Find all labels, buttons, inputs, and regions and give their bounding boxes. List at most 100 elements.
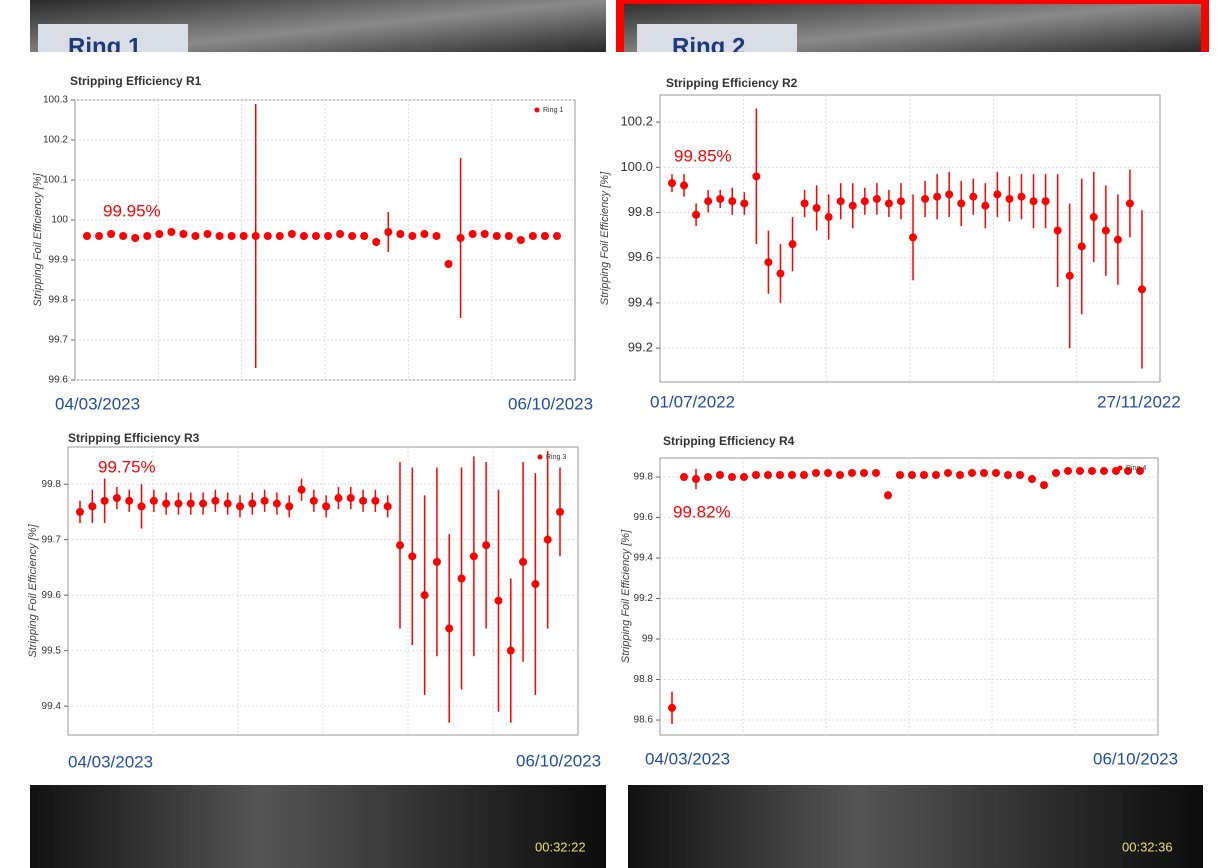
timestamp: 00:32:36 [1122, 839, 1173, 854]
data-point [162, 499, 171, 508]
x-end-label: 06/10/2023 [516, 751, 601, 770]
data-point [1089, 213, 1098, 222]
y-tick-label: 99.6 [634, 512, 654, 523]
data-point [981, 201, 990, 210]
y-tick-label: 99.2 [628, 340, 653, 355]
data-point [191, 232, 200, 240]
data-point [528, 232, 537, 240]
chart-title: Stripping Efficiency R2 [666, 76, 798, 90]
chart-title: Stripping Efficiency R4 [663, 434, 795, 448]
data-point [359, 496, 368, 505]
data-point [186, 499, 195, 508]
y-axis-label: Stripping Foil Efficiency [%] [620, 529, 632, 663]
data-point [143, 232, 152, 240]
data-point [860, 468, 868, 477]
data-point [457, 574, 466, 583]
data-point [788, 240, 797, 249]
y-tick-label: 99.6 [628, 249, 653, 264]
data-point [203, 230, 212, 238]
y-tick-label: 99 [642, 634, 654, 645]
data-point [836, 197, 845, 206]
data-point [1125, 199, 1134, 208]
annotation: 99.75% [98, 457, 156, 476]
data-point [1077, 242, 1086, 251]
data-point [215, 232, 224, 240]
data-point [155, 230, 164, 238]
data-point [287, 230, 296, 238]
data-point [1041, 197, 1050, 206]
data-point [728, 197, 737, 206]
data-point [800, 471, 808, 480]
data-point [1052, 468, 1060, 477]
camera-view [30, 785, 606, 868]
y-axis-label: Stripping Foil Efficiency [%] [599, 171, 611, 305]
data-point [740, 473, 748, 482]
data-point [482, 541, 491, 550]
data-point [812, 468, 820, 477]
data-point [445, 624, 454, 633]
y-tick-label: 99.8 [42, 479, 62, 490]
data-point [848, 468, 856, 477]
data-point [556, 507, 564, 516]
data-point [76, 507, 84, 516]
data-point [285, 502, 294, 511]
data-point [1017, 192, 1026, 201]
data-point [468, 230, 477, 238]
data-point [384, 228, 393, 236]
data-point [456, 234, 465, 242]
data-point [540, 232, 549, 240]
y-tick-label: 100.1 [43, 175, 68, 186]
data-point [167, 228, 176, 236]
data-point [396, 541, 404, 550]
data-point [251, 232, 260, 240]
data-point [993, 190, 1002, 199]
data-point [334, 494, 343, 503]
data-point [968, 468, 976, 477]
y-tick-label: 99.4 [628, 294, 653, 309]
y-tick-label: 99.5 [42, 645, 62, 656]
data-point [83, 232, 91, 240]
data-point [1124, 466, 1132, 475]
data-point [1088, 466, 1096, 475]
data-point [260, 496, 269, 505]
data-point [848, 201, 857, 210]
data-point [322, 502, 331, 511]
data-point [360, 232, 369, 240]
legend-label: Ring 1 [543, 107, 563, 114]
data-point [348, 232, 357, 240]
x-end-label: 27/11/2022 [1097, 392, 1181, 411]
data-point [944, 468, 952, 477]
data-point [519, 557, 528, 566]
data-point [1004, 471, 1012, 480]
data-point [516, 236, 525, 244]
y-axis-label: Stripping Foil Efficiency [%] [27, 523, 39, 657]
y-tick-label: 99.8 [49, 295, 69, 306]
y-tick-label: 100.2 [43, 135, 68, 146]
data-point [896, 471, 904, 480]
data-point [95, 232, 104, 240]
data-point [1016, 471, 1024, 480]
y-tick-label: 99.4 [42, 701, 62, 712]
data-point [272, 499, 281, 508]
y-tick-label: 99.6 [49, 375, 69, 386]
data-point [1100, 466, 1108, 475]
data-point [396, 230, 405, 238]
data-point [752, 471, 760, 480]
data-point [824, 468, 832, 477]
data-point [776, 269, 785, 278]
data-point [969, 192, 978, 201]
data-point [692, 475, 700, 484]
data-point [88, 502, 97, 511]
data-point [324, 232, 333, 240]
data-point [149, 496, 158, 505]
data-point [692, 210, 701, 219]
data-point [408, 232, 417, 240]
data-point [933, 192, 942, 201]
y-tick-label: 99.6 [42, 590, 62, 601]
y-tick-label: 100.0 [620, 159, 653, 174]
data-point [432, 557, 441, 566]
data-point [680, 181, 689, 190]
data-point [668, 179, 676, 188]
legend-label: Ring 3 [546, 454, 566, 461]
data-point [884, 199, 893, 208]
